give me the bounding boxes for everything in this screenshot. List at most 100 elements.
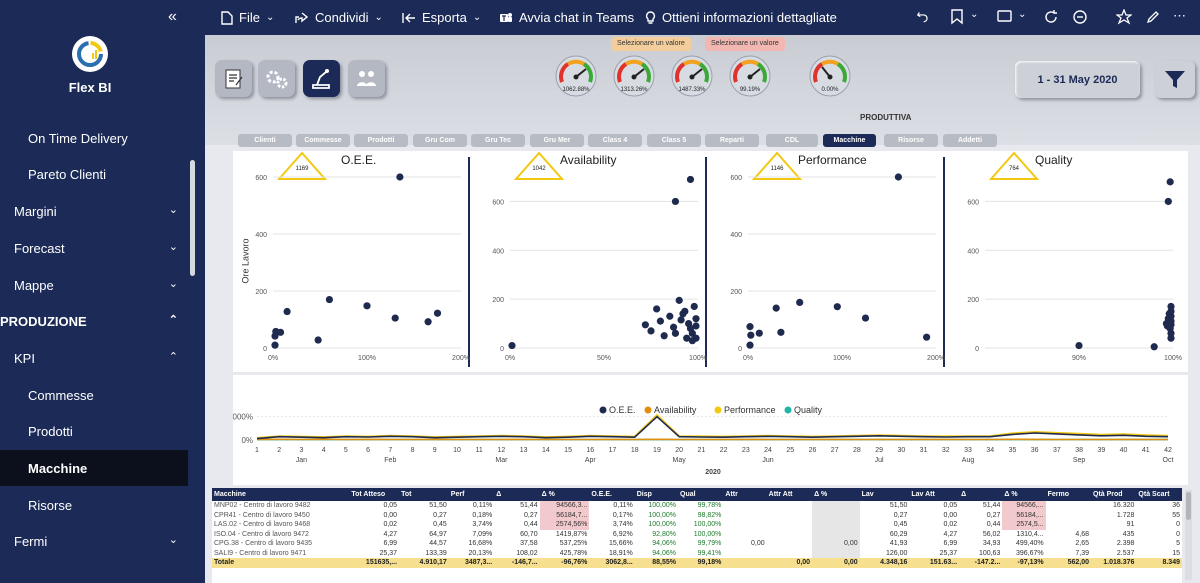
scatter-point[interactable] [772,304,780,312]
insights-button[interactable]: Ottieni informazioni dettagliate [645,0,837,35]
scatter-point[interactable] [666,312,674,320]
scatter-point[interactable] [396,173,404,181]
scatter-point[interactable] [508,341,516,350]
undo-icon[interactable] [916,9,932,25]
column-header[interactable]: Attr Att [766,488,813,501]
scatter-point[interactable] [686,175,695,184]
tab-reparti[interactable]: Reparti [705,134,759,147]
column-header[interactable]: Macchine [212,488,350,501]
sidebar-item-kpi[interactable]: KPI ⌃ [0,340,188,376]
scatter-point[interactable] [796,298,804,306]
column-header[interactable]: Tot [399,488,449,501]
filter-button[interactable] [1155,61,1195,98]
slicer-pill-2[interactable]: Selezionare un valore [705,37,785,51]
column-header[interactable]: Attr [723,488,767,501]
date-range-button[interactable]: 1 - 31 May 2020 [1015,61,1140,98]
edit-pencil-icon[interactable] [1145,9,1161,25]
scatter-point[interactable] [690,302,698,311]
refresh-icon[interactable] [1043,9,1059,25]
scatter-point[interactable] [641,321,649,329]
tab-class-4[interactable]: Class 4 [588,134,642,147]
scatter-point[interactable] [755,329,763,337]
scatter-point[interactable] [656,317,664,325]
scatter-point[interactable] [675,296,683,304]
tab-prodotti[interactable]: Prodotti [354,134,408,147]
chevron-down-icon[interactable]: ⌄ [970,9,979,20]
column-header[interactable]: Qtà Scart [1136,488,1182,501]
scatter-point[interactable] [692,322,700,330]
table-row[interactable]: LAS.02 - Centro di lavoro 9468 0,02 0,45 3,… [212,520,1182,530]
scatter-point[interactable] [833,303,841,311]
view-icon[interactable] [997,9,1013,23]
tab-gru-tec[interactable]: Gru Tec [471,134,525,147]
scatter-point[interactable] [1075,341,1083,350]
comment-icon[interactable] [1072,9,1088,25]
scatter-point[interactable] [671,197,680,206]
scatter-point[interactable] [271,341,279,349]
table-row[interactable]: MNP02 - Centro di lavoro 9482 0,05 51,50 0,… [212,501,1182,511]
sidebar-scrollbar[interactable] [190,160,195,276]
column-header[interactable]: Disp [634,488,678,501]
scatter-point[interactable] [1167,312,1175,320]
scatter-point[interactable] [777,328,785,336]
scatter-point[interactable] [692,334,700,342]
scatter-point[interactable] [923,333,931,341]
tab-cdl[interactable]: CDL [766,134,818,147]
scatter-point[interactable] [1167,302,1175,311]
sidebar-item-risorse[interactable]: Risorse [0,487,188,523]
scatter-point[interactable] [677,316,685,324]
nav-gears-button[interactable] [258,60,295,97]
tab-clienti[interactable]: Clienti [238,134,292,147]
table-row[interactable]: ISO.04 - Centro di lavoro 9472 4,27 64,97 7… [212,529,1182,539]
teams-chat-button[interactable]: Avvia chat in Teams [499,0,634,35]
scatter-point[interactable] [660,332,668,340]
slicer-pill-1[interactable]: Selezionare un valore [611,37,691,51]
tab-risorse[interactable]: Risorse [884,134,938,147]
scatter-point[interactable] [363,302,371,310]
sidebar-item-mappe[interactable]: Mappe ⌄ [0,267,188,303]
column-header[interactable]: Lav [859,488,910,501]
scatter-point[interactable] [746,323,754,331]
favorite-star-icon[interactable] [1116,9,1132,25]
scatter-point[interactable] [424,318,432,326]
bookmark-icon[interactable] [950,9,964,25]
scatter-point[interactable] [746,341,754,349]
column-header[interactable]: Perf [448,488,495,501]
sidebar-item-pareto-clienti[interactable]: Pareto Clienti [0,156,188,192]
sidebar-item-prodotti[interactable]: Prodotti [0,413,188,449]
column-header[interactable]: Fermo [1045,488,1092,501]
nav-commesse-button[interactable] [215,60,252,97]
scatter-point[interactable] [894,173,902,181]
table-scrollbar[interactable] [1185,490,1192,580]
scatter-point[interactable] [314,336,322,344]
scatter-point[interactable] [1150,343,1158,351]
scatter-point[interactable] [692,315,700,323]
scatter-point[interactable] [747,331,755,339]
file-menu[interactable]: File ⌄ [221,0,274,35]
sidebar-item-fermi[interactable]: Fermi ⌄ [0,523,188,559]
tab-addetti[interactable]: Addetti [943,134,997,147]
export-menu[interactable]: Esporta ⌄ [402,0,481,35]
column-header[interactable]: O.E.E. [589,488,635,501]
nav-resources-button[interactable] [348,60,385,97]
sidebar-item-forecast[interactable]: Forecast ⌄ [0,230,188,266]
scroll-thumb[interactable] [1186,492,1191,520]
nav-machines-button[interactable] [303,60,340,97]
table-row[interactable]: CPR41 - Centro di lavoro 9450 0,00 0,27 0,1… [212,510,1182,520]
scatter-point[interactable] [1164,197,1172,206]
scatter-point[interactable] [679,310,687,318]
column-header[interactable]: Tot Atteso [349,488,400,501]
column-header[interactable]: Qtà Prod [1091,488,1137,501]
table-row[interactable]: SALI9 - Centro di lavoro 9471 25,37 133,39… [212,548,1182,558]
collapse-sidebar-button[interactable]: « [168,8,177,25]
tab-class-5[interactable]: Class 5 [647,134,701,147]
more-options-icon[interactable]: ⋯ [1173,8,1187,23]
scatter-point[interactable] [861,314,870,322]
table-row[interactable]: CPG.38 - Centro di lavoro 9435 6,99 44,57 1… [212,539,1182,549]
column-header[interactable]: Δ % [1002,488,1046,501]
scatter-point[interactable] [669,323,678,331]
sidebar-item-produzione[interactable]: PRODUZIONE ⌃ [0,303,188,339]
column-header[interactable]: Qual [678,488,724,501]
scatter-point[interactable] [647,327,655,335]
sidebar-item-commesse[interactable]: Commesse [0,377,188,413]
